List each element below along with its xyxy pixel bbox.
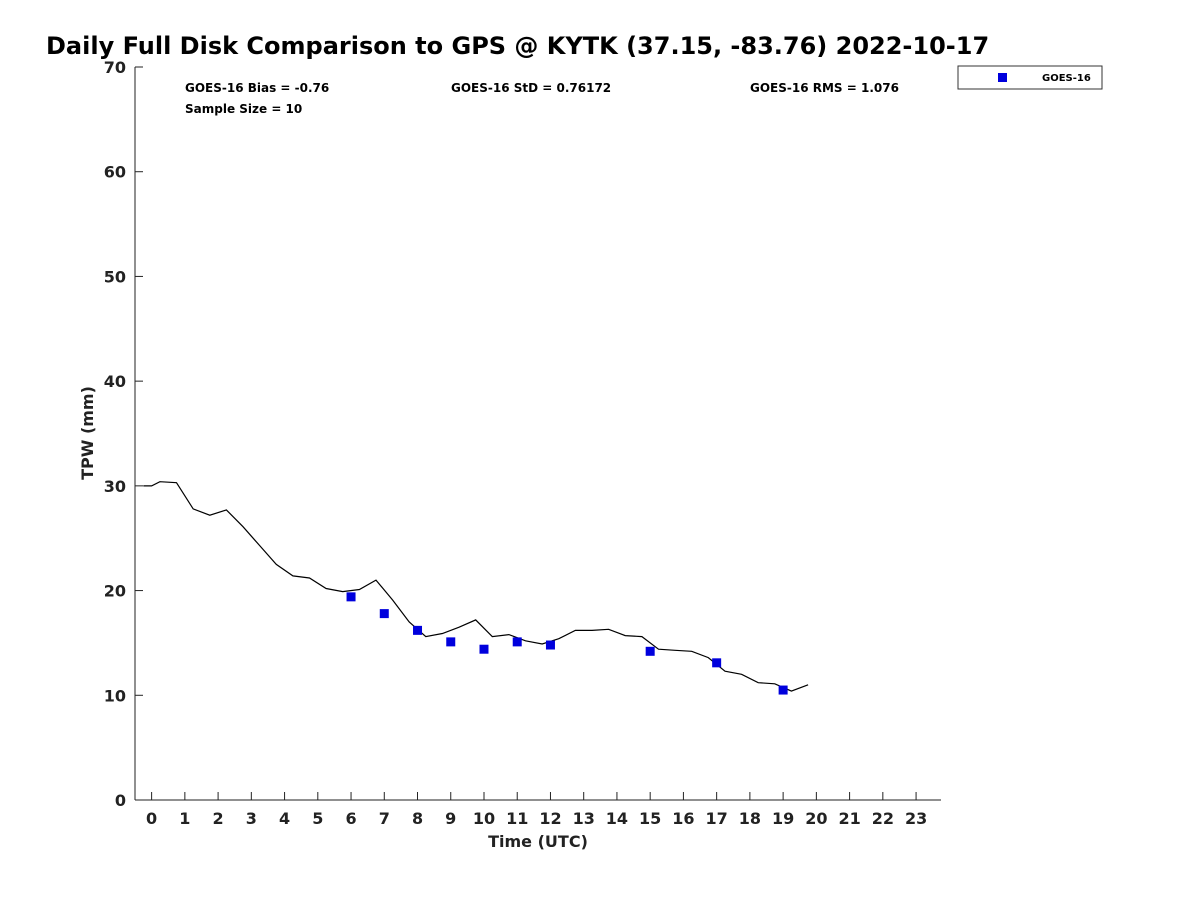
chart-title: Daily Full Disk Comparison to GPS @ KYTK…	[46, 32, 989, 60]
x-tick-label: 9	[445, 809, 456, 828]
x-tick-label: 19	[772, 809, 794, 828]
y-axis-label: TPW (mm)	[78, 386, 97, 480]
x-ticks: 0 1 2 3 4 5 6 7 8 9 10 11 12 13 14 15 16 17 18 19 20 21 22 23	[146, 792, 927, 828]
x-tick-label: 5	[312, 809, 323, 828]
x-tick-label: 16	[672, 809, 694, 828]
y-tick-label: 70	[104, 58, 126, 77]
axes	[134, 67, 941, 801]
goes16-marker	[645, 646, 655, 656]
x-tick-label: 1	[179, 809, 190, 828]
x-tick-label: 10	[473, 809, 495, 828]
y-ticks: 0 10 20 30 40 50 60 70	[104, 58, 143, 810]
plot-series	[143, 481, 809, 695]
goes16-marker	[512, 637, 522, 647]
x-axis-label: Time (UTC)	[488, 832, 588, 851]
x-tick-label: 4	[279, 809, 290, 828]
sample-size-stat: Sample Size = 10	[185, 102, 302, 116]
goes16-marker	[413, 625, 423, 635]
x-tick-label: 17	[706, 809, 728, 828]
goes16-marker	[446, 637, 456, 647]
x-tick-label: 2	[213, 809, 224, 828]
y-tick-label: 20	[104, 582, 126, 601]
x-tick-label: 6	[345, 809, 356, 828]
x-tick-label: 15	[639, 809, 661, 828]
legend-label: GOES-16	[1042, 73, 1091, 84]
goes16-marker	[346, 592, 356, 602]
gps-tpw-line	[143, 481, 809, 692]
goes16-marker	[778, 685, 788, 695]
y-tick-label: 40	[104, 372, 126, 391]
legend-box	[957, 65, 1103, 90]
x-tick-label: 23	[905, 809, 927, 828]
legend-marker	[998, 73, 1007, 82]
x-tick-label: 0	[146, 809, 157, 828]
x-tick-label: 7	[379, 809, 390, 828]
x-tick-label: 22	[872, 809, 894, 828]
x-tick-label: 12	[539, 809, 561, 828]
x-tick-label: 20	[805, 809, 827, 828]
x-tick-label: 11	[506, 809, 528, 828]
goes16-marker	[712, 658, 722, 668]
x-tick-label: 3	[246, 809, 257, 828]
goes16-marker	[545, 640, 555, 650]
goes16-marker	[479, 644, 489, 654]
y-tick-label: 10	[104, 686, 126, 705]
goes16-marker	[379, 609, 389, 619]
rms-stat: GOES-16 RMS = 1.076	[750, 81, 899, 95]
x-tick-label: 18	[739, 809, 761, 828]
y-tick-label: 50	[104, 267, 126, 286]
x-tick-label: 8	[412, 809, 423, 828]
x-tick-label: 13	[573, 809, 595, 828]
y-tick-label: 60	[104, 163, 126, 182]
y-tick-label: 30	[104, 477, 126, 496]
legend: GOES-16	[957, 65, 1103, 90]
y-tick-label: 0	[115, 791, 126, 810]
x-tick-label: 21	[838, 809, 860, 828]
x-tick-label: 14	[606, 809, 628, 828]
bias-stat: GOES-16 Bias = -0.76	[185, 81, 329, 95]
std-stat: GOES-16 StD = 0.76172	[451, 81, 611, 95]
